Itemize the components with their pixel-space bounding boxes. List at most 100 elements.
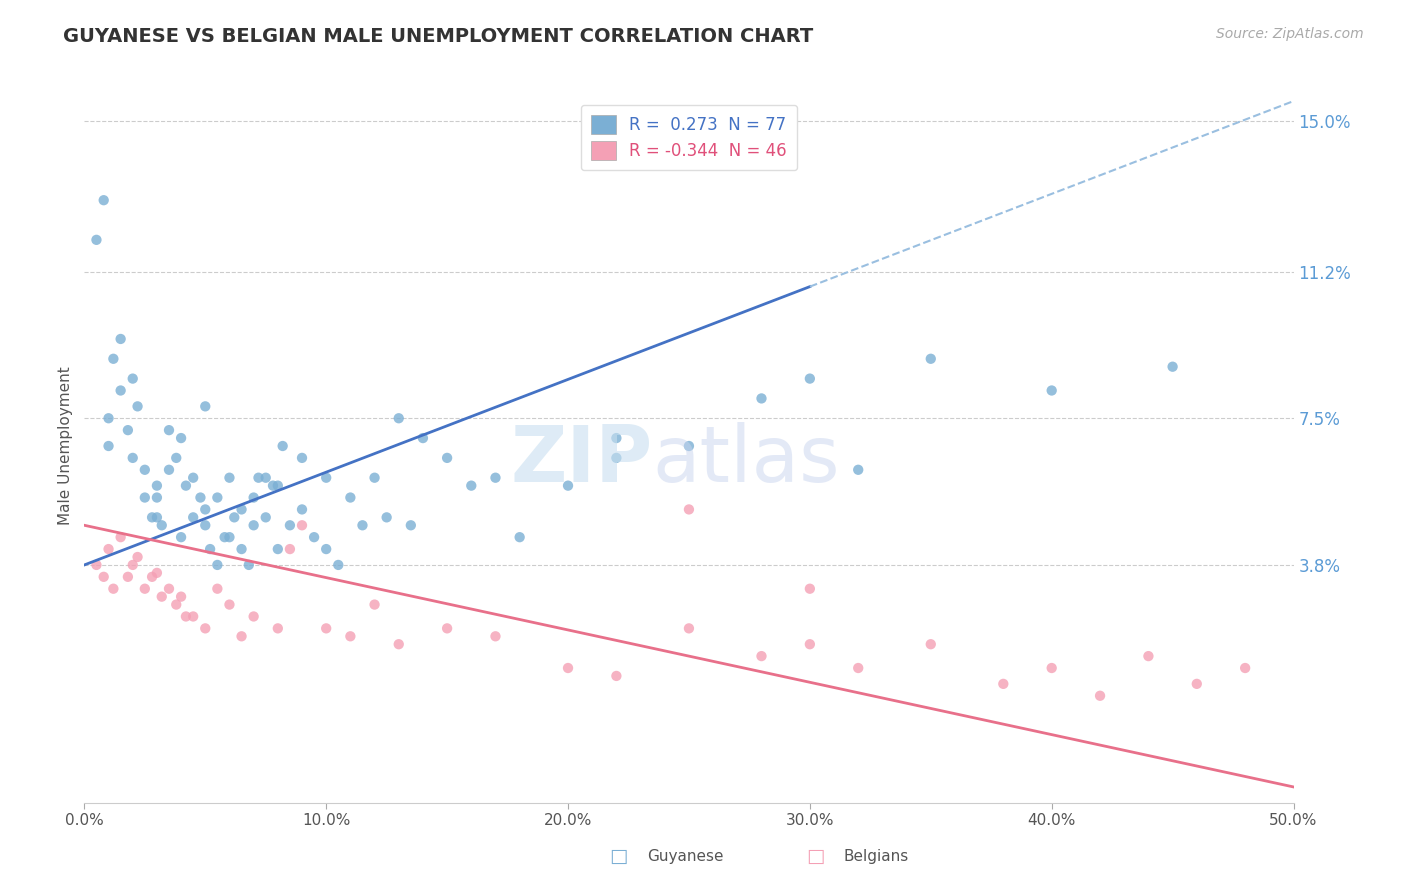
Point bbox=[484, 471, 506, 485]
Point bbox=[436, 450, 458, 465]
Point bbox=[157, 582, 180, 596]
Point bbox=[121, 558, 143, 572]
Point bbox=[110, 384, 132, 398]
Point bbox=[207, 558, 229, 572]
Text: Belgians: Belgians bbox=[844, 849, 908, 863]
Point bbox=[165, 450, 187, 465]
Point bbox=[278, 542, 301, 557]
Text: Source: ZipAtlas.com: Source: ZipAtlas.com bbox=[1216, 27, 1364, 41]
Point bbox=[194, 400, 217, 414]
Point bbox=[190, 491, 212, 505]
Point bbox=[117, 570, 139, 584]
Text: □: □ bbox=[806, 847, 825, 866]
Point bbox=[375, 510, 398, 524]
Point bbox=[157, 423, 180, 437]
Point bbox=[315, 621, 337, 635]
Point bbox=[93, 570, 115, 584]
Point bbox=[194, 502, 217, 516]
Point bbox=[920, 637, 942, 651]
Point bbox=[146, 510, 169, 524]
Point bbox=[262, 478, 284, 492]
Point bbox=[170, 431, 193, 445]
Point bbox=[846, 463, 869, 477]
Point bbox=[242, 518, 264, 533]
Point bbox=[121, 371, 143, 385]
Point bbox=[103, 351, 125, 366]
Y-axis label: Male Unemployment: Male Unemployment bbox=[58, 367, 73, 525]
Point bbox=[291, 518, 314, 533]
Point bbox=[291, 450, 314, 465]
Point bbox=[146, 566, 169, 580]
Point bbox=[97, 411, 120, 425]
Point bbox=[247, 471, 270, 485]
Point bbox=[846, 661, 869, 675]
Point bbox=[751, 649, 773, 664]
Point bbox=[993, 677, 1015, 691]
Point bbox=[460, 478, 482, 492]
Point bbox=[1040, 384, 1063, 398]
Point bbox=[165, 598, 187, 612]
Point bbox=[141, 570, 163, 584]
Legend: R =  0.273  N = 77, R = -0.344  N = 46: R = 0.273 N = 77, R = -0.344 N = 46 bbox=[581, 104, 797, 169]
Point bbox=[678, 621, 700, 635]
Point bbox=[238, 558, 260, 572]
Point bbox=[146, 478, 169, 492]
Point bbox=[388, 411, 411, 425]
Point bbox=[1185, 677, 1208, 691]
Point bbox=[117, 423, 139, 437]
Point bbox=[181, 471, 204, 485]
Point bbox=[605, 431, 627, 445]
Text: ZIP: ZIP bbox=[510, 422, 652, 499]
Point bbox=[254, 471, 277, 485]
Point bbox=[315, 471, 337, 485]
Point bbox=[751, 392, 773, 406]
Point bbox=[224, 510, 246, 524]
Point bbox=[93, 193, 115, 207]
Point bbox=[103, 582, 125, 596]
Point bbox=[799, 371, 821, 385]
Point bbox=[134, 582, 156, 596]
Point bbox=[557, 478, 579, 492]
Point bbox=[181, 609, 204, 624]
Point bbox=[1234, 661, 1257, 675]
Point bbox=[678, 502, 700, 516]
Point bbox=[231, 542, 253, 557]
Point bbox=[150, 590, 173, 604]
Point bbox=[363, 598, 385, 612]
Text: □: □ bbox=[609, 847, 628, 866]
Point bbox=[146, 491, 169, 505]
Point bbox=[557, 661, 579, 675]
Point bbox=[799, 637, 821, 651]
Point bbox=[141, 510, 163, 524]
Point bbox=[436, 621, 458, 635]
Point bbox=[271, 439, 294, 453]
Point bbox=[302, 530, 325, 544]
Point bbox=[278, 518, 301, 533]
Point bbox=[194, 518, 217, 533]
Point bbox=[134, 491, 156, 505]
Point bbox=[218, 530, 240, 544]
Point bbox=[799, 582, 821, 596]
Point bbox=[363, 471, 385, 485]
Point bbox=[267, 542, 290, 557]
Point bbox=[127, 549, 149, 564]
Point bbox=[412, 431, 434, 445]
Point bbox=[605, 450, 627, 465]
Point bbox=[86, 233, 108, 247]
Point bbox=[509, 530, 531, 544]
Point bbox=[127, 400, 149, 414]
Point bbox=[231, 629, 253, 643]
Point bbox=[181, 510, 204, 524]
Point bbox=[920, 351, 942, 366]
Point bbox=[678, 439, 700, 453]
Point bbox=[231, 502, 253, 516]
Point bbox=[605, 669, 627, 683]
Point bbox=[150, 518, 173, 533]
Point bbox=[170, 590, 193, 604]
Point bbox=[291, 502, 314, 516]
Point bbox=[214, 530, 236, 544]
Point bbox=[388, 637, 411, 651]
Point bbox=[328, 558, 350, 572]
Point bbox=[254, 510, 277, 524]
Text: atlas: atlas bbox=[652, 422, 841, 499]
